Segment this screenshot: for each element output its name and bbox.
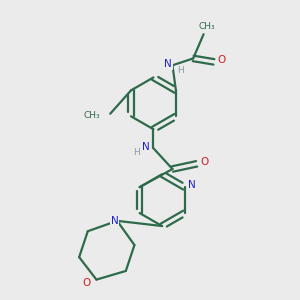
Text: N: N (188, 180, 195, 190)
Text: O: O (82, 278, 91, 288)
Text: CH₃: CH₃ (198, 22, 214, 31)
Text: O: O (200, 157, 208, 167)
Text: N: N (142, 142, 150, 152)
Text: H: H (177, 66, 183, 75)
Text: CH₃: CH₃ (84, 111, 101, 120)
Text: N: N (164, 59, 172, 69)
Text: O: O (218, 55, 226, 65)
Text: N: N (110, 216, 118, 226)
Text: H: H (133, 148, 140, 157)
